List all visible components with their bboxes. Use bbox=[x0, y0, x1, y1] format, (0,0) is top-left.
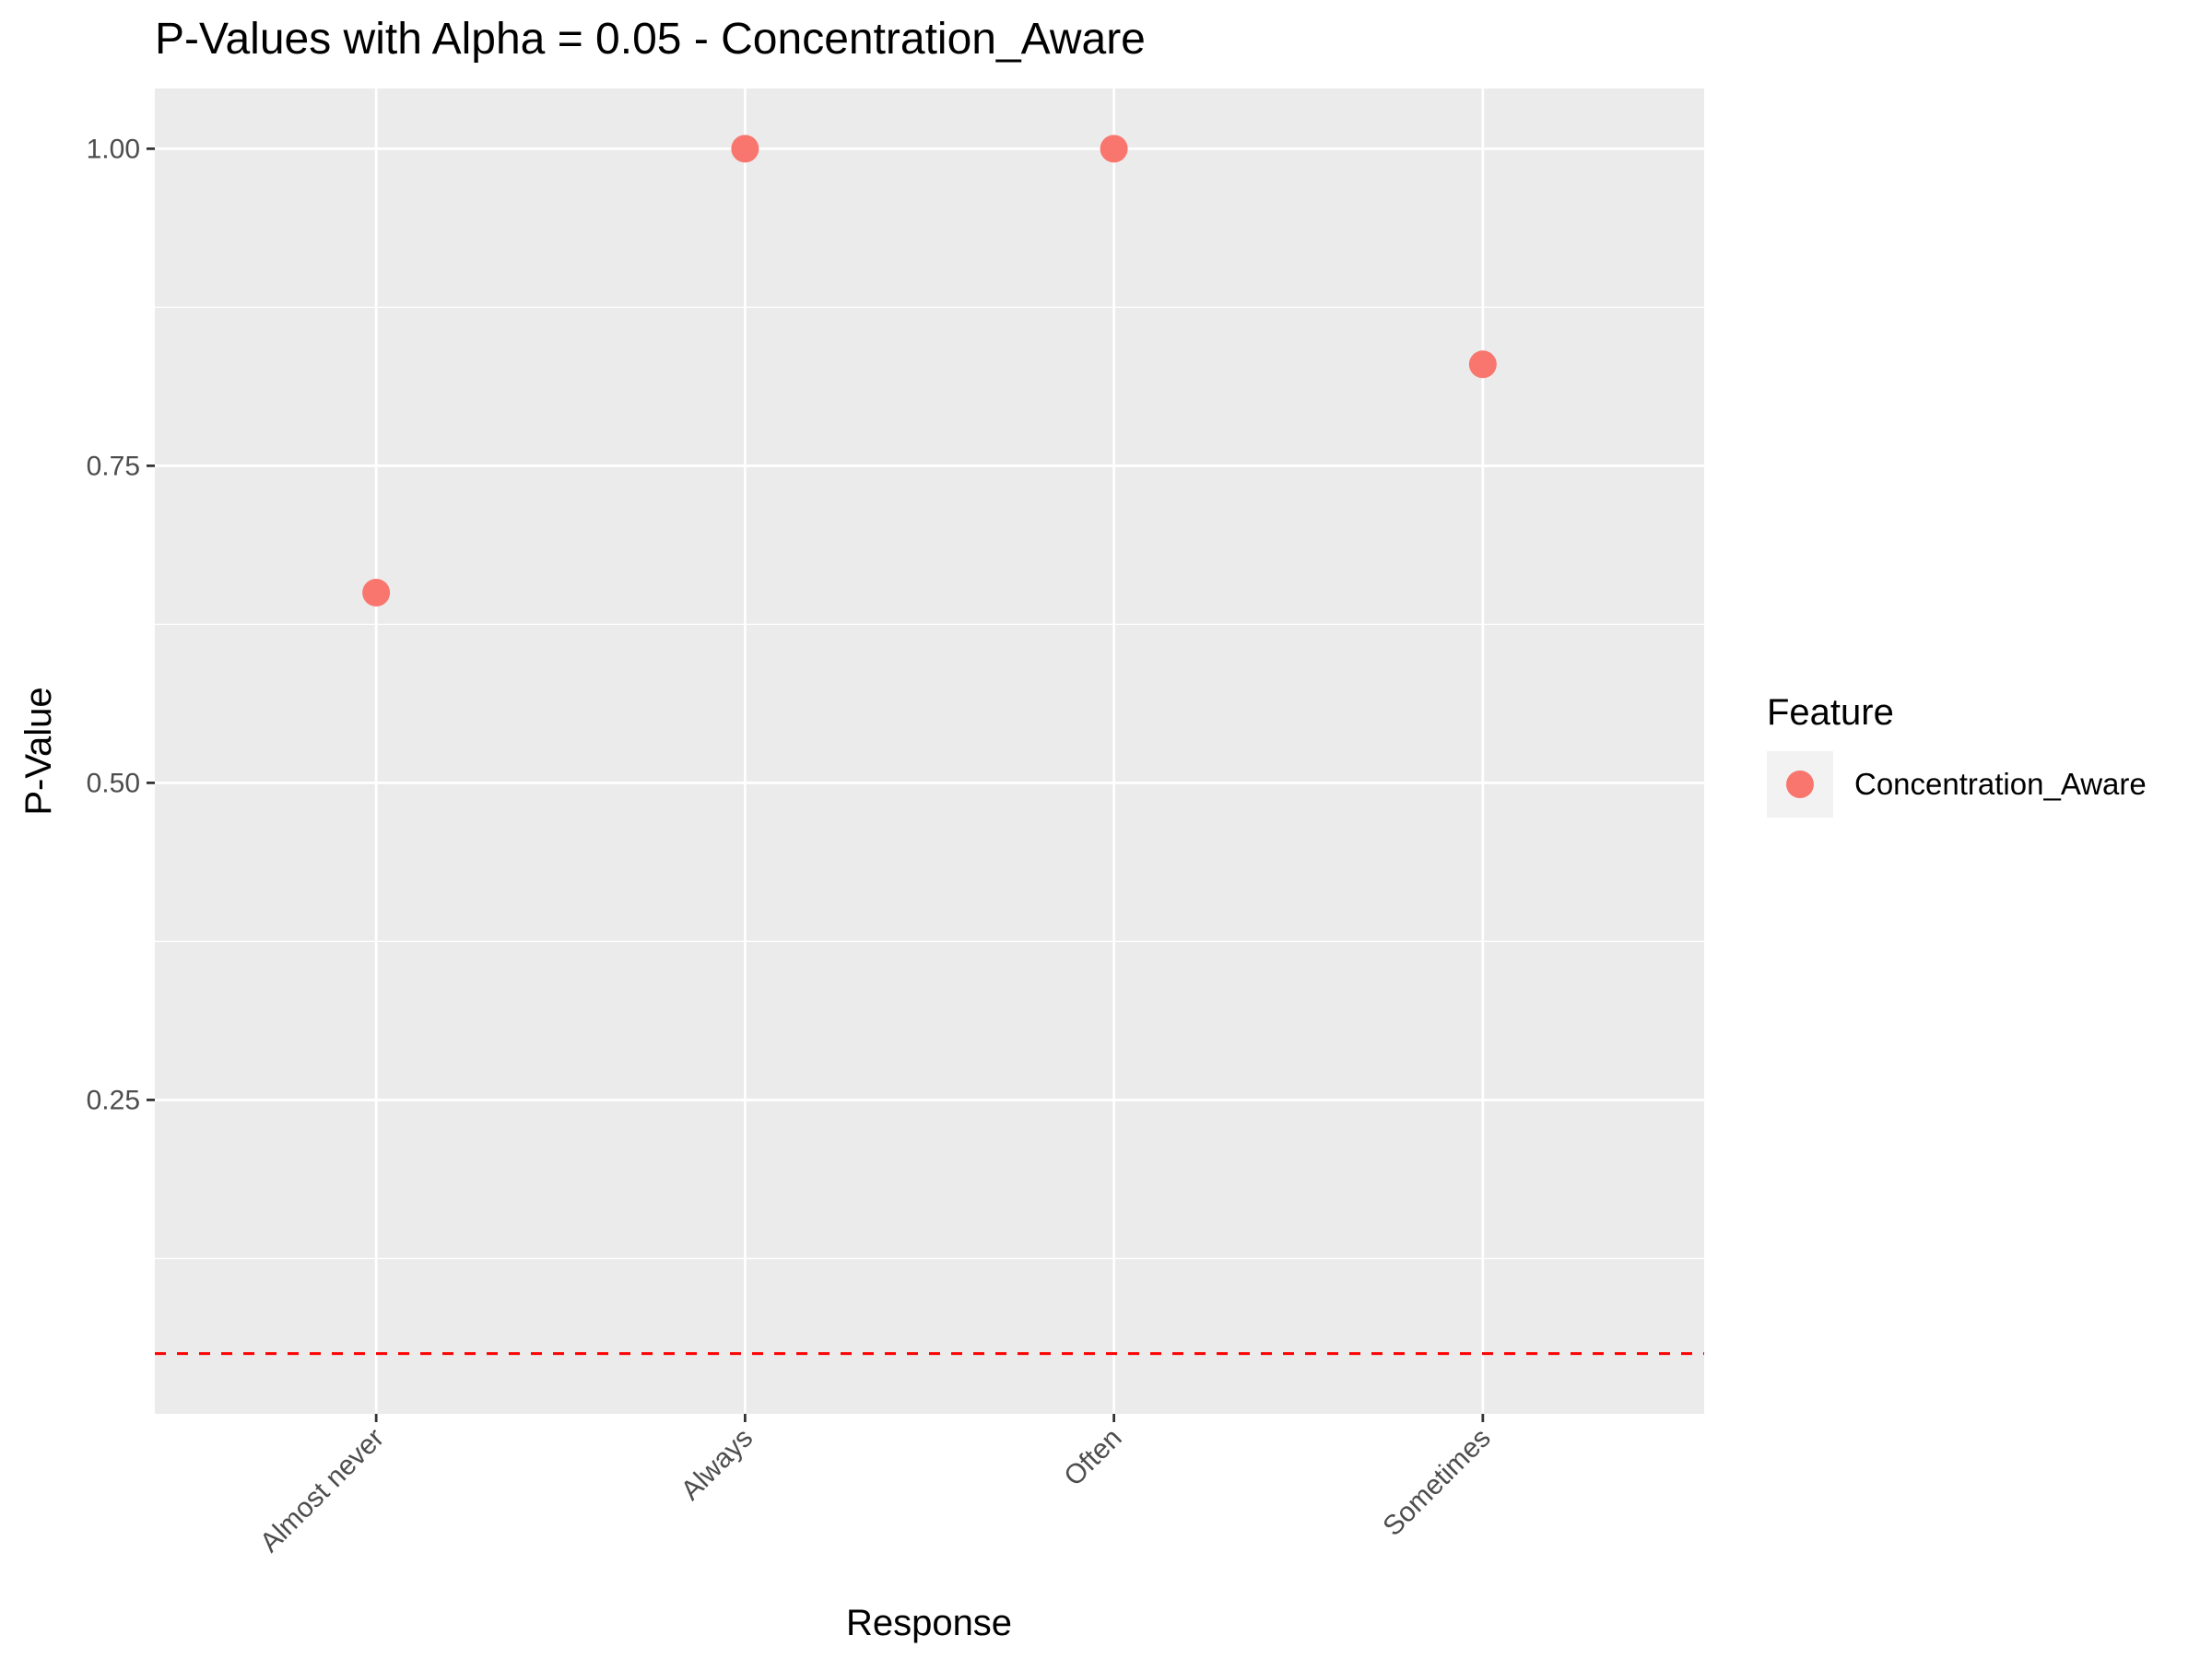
data-point bbox=[362, 578, 391, 606]
x-tick-label: Almost never bbox=[254, 1423, 390, 1559]
data-point bbox=[731, 135, 759, 163]
data-point bbox=[1468, 350, 1497, 379]
legend-key-dot bbox=[1786, 771, 1814, 798]
legend: Feature Concentration_Aware bbox=[1767, 692, 2147, 818]
y-tick-label: 0.25 bbox=[87, 1085, 140, 1115]
y-tick-label: 0.75 bbox=[87, 451, 140, 481]
x-tick-label: Sometimes bbox=[1377, 1423, 1496, 1542]
chart-title: P-Values with Alpha = 0.05 - Concentrati… bbox=[155, 15, 1146, 64]
data-points bbox=[362, 135, 1497, 606]
y-tick-label: 0.50 bbox=[87, 768, 140, 798]
x-axis-title: Response bbox=[846, 1603, 1012, 1643]
x-tick-label: Often bbox=[1058, 1423, 1127, 1492]
plot-panel bbox=[155, 88, 1704, 1414]
y-axis: 0.25 0.50 0.75 1.00 bbox=[87, 134, 155, 1115]
legend-title: Feature bbox=[1767, 692, 1894, 733]
grid-minor bbox=[155, 306, 1704, 1260]
y-tick-label: 1.00 bbox=[87, 134, 140, 164]
legend-label: Concentration_Aware bbox=[1854, 767, 2147, 801]
data-point bbox=[1100, 135, 1128, 163]
y-axis-title: P-Value bbox=[18, 687, 59, 815]
x-tick-label: Always bbox=[676, 1423, 759, 1507]
grid-major bbox=[155, 88, 1704, 1414]
x-axis: Almost never Always Often Sometimes bbox=[254, 1414, 1497, 1559]
